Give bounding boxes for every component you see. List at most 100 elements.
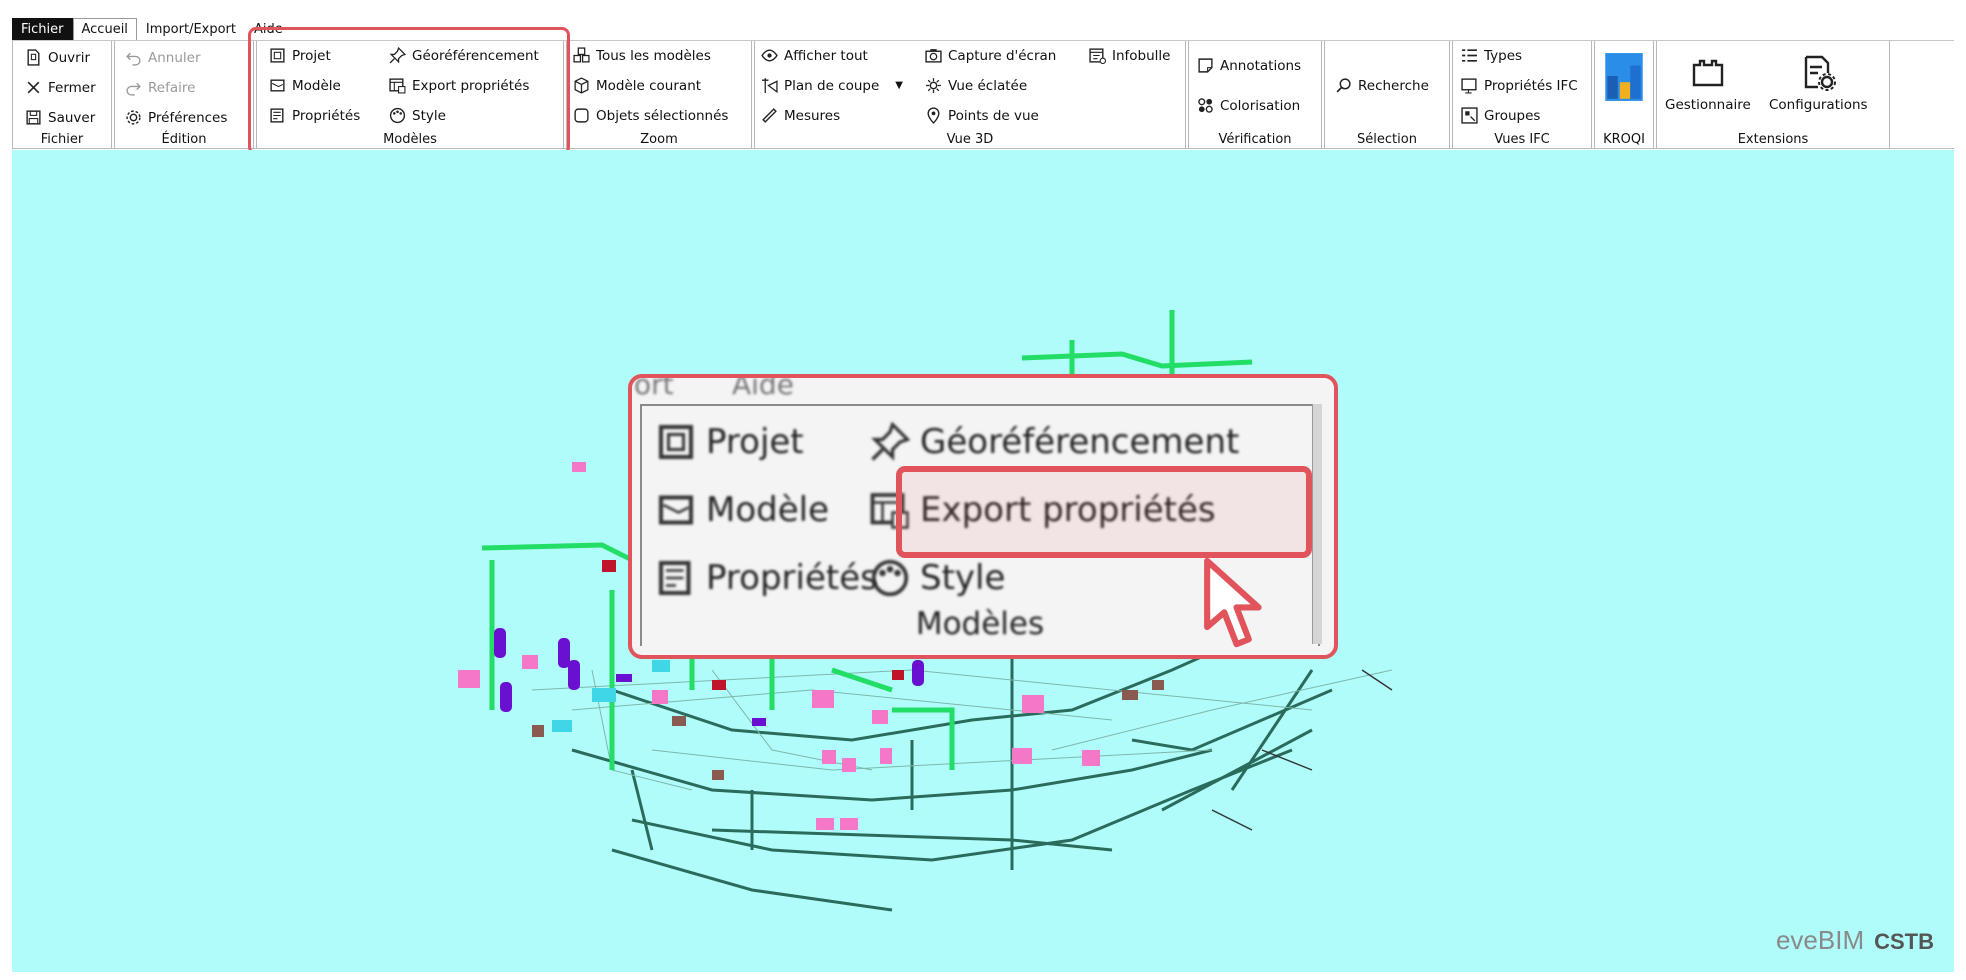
types-label: Types: [1484, 47, 1523, 64]
close-icon: [25, 79, 42, 96]
group-label-fichier: Fichier: [40, 132, 84, 147]
zoom-model-label: Modèle: [706, 490, 830, 530]
zoom-all-models-label: Tous les modèles: [596, 47, 711, 64]
save-label: Sauver: [48, 109, 96, 126]
zoom-properties-label: Propriétés: [706, 558, 878, 598]
screenshot-button[interactable]: Capture d'écran: [925, 47, 1056, 64]
zoom-export-properties-label: Export propriétés: [920, 490, 1216, 530]
viewpoints-label: Points de vue: [948, 107, 1039, 124]
export-properties-label: Export propriétés: [412, 77, 530, 94]
group-extensions: Gestionnaire Configurations Extensions: [1656, 41, 1890, 149]
kroqi-button[interactable]: [1603, 51, 1645, 109]
group-modeles: Projet Modèle Propriétés Géoréférencemen…: [256, 41, 564, 149]
project-icon: [659, 425, 693, 459]
ifc-properties-button[interactable]: Propriétés IFC: [1461, 77, 1578, 94]
open-button[interactable]: Ouvrir: [25, 49, 90, 66]
zoom-selected-objects-button[interactable]: Objets sélectionnés: [573, 107, 728, 124]
group-label-edition: Édition: [161, 132, 207, 147]
eye-icon: [761, 47, 778, 64]
model-button[interactable]: Modèle: [269, 77, 341, 94]
tooltip-button[interactable]: Infobulle: [1089, 47, 1170, 64]
config-gear-icon: [1805, 55, 1837, 91]
export-properties-highlight-box: [896, 466, 1312, 558]
note-icon: [1197, 57, 1214, 74]
pipe-network-light: [531, 669, 1393, 791]
georeferencing-label: Géoréférencement: [412, 47, 539, 64]
group-label-kroqi: KROQI: [1603, 132, 1645, 147]
open-file-icon: [25, 49, 42, 66]
close-button[interactable]: Fermer: [25, 79, 96, 96]
project-label: Projet: [292, 47, 331, 64]
group-label-extensions: Extensions: [1737, 132, 1809, 147]
gear-icon: [125, 109, 142, 126]
properties-icon: [269, 107, 286, 124]
configurations-label: Configurations: [1769, 97, 1868, 113]
types-button[interactable]: Types: [1461, 47, 1522, 64]
measures-button[interactable]: Mesures: [761, 107, 840, 124]
menu-tab-fichier[interactable]: Fichier: [12, 18, 73, 40]
group-label-zoom: Zoom: [640, 132, 678, 147]
zoom-scrollbar: [1312, 404, 1322, 644]
style-button[interactable]: Style: [389, 107, 446, 124]
export-table-icon: [389, 77, 406, 94]
configurations-button[interactable]: Configurations: [1769, 55, 1868, 113]
zoom-all-models-button[interactable]: Tous les modèles: [573, 47, 711, 64]
palette-icon: [871, 559, 909, 597]
group-fichier: Ouvrir Fermer Sauver Fichier: [12, 41, 112, 149]
groups-button[interactable]: Groupes: [1461, 107, 1540, 124]
group-vue3d: Afficher tout Plan de coupe ▼ Mesures Ca…: [754, 41, 1186, 149]
search-label: Recherche: [1358, 77, 1429, 94]
camera-icon: [925, 47, 942, 64]
cstb-logo: CSTB: [1874, 929, 1934, 954]
undo-button[interactable]: Annuler: [125, 49, 201, 66]
close-label: Fermer: [48, 79, 96, 96]
zoom-current-model-label: Modèle courant: [596, 77, 702, 94]
group-edition: Annuler Refaire Préférences Édition: [114, 41, 254, 149]
preferences-button[interactable]: Préférences: [125, 109, 227, 126]
zoom-current-model-button[interactable]: Modèle courant: [573, 77, 701, 94]
cube-icon: [573, 77, 590, 94]
save-button[interactable]: Sauver: [25, 109, 95, 126]
search-icon: [1335, 77, 1352, 94]
color-dots-icon: [1197, 97, 1214, 114]
exploded-view-button[interactable]: Vue éclatée: [925, 77, 1027, 94]
zoom-tab-aide: Aide: [732, 374, 794, 401]
chevron-down-icon[interactable]: ▼: [895, 80, 903, 91]
project-button[interactable]: Projet: [269, 47, 331, 64]
redo-button[interactable]: Refaire: [125, 79, 195, 96]
list-icon: [1461, 47, 1478, 64]
zoom-georeferencing-label: Géoréférencement: [920, 422, 1240, 462]
group-zoom: Tous les modèles Modèle courant Objets s…: [566, 41, 752, 149]
save-icon: [25, 109, 42, 126]
zoom-tab-import: ort: [634, 374, 674, 401]
undo-icon: [125, 49, 142, 66]
properties-icon: [659, 561, 691, 595]
group-label-vues-ifc: Vues IFC: [1494, 132, 1550, 147]
pin-icon: [871, 422, 910, 461]
section-plane-button[interactable]: Plan de coupe ▼: [761, 77, 903, 94]
group-label-selection: Sélection: [1357, 132, 1417, 147]
show-all-button[interactable]: Afficher tout: [761, 47, 868, 64]
groups-icon: [1461, 107, 1478, 124]
annotations-button[interactable]: Annotations: [1197, 57, 1301, 74]
zoom-selected-objects-label: Objets sélectionnés: [596, 107, 729, 124]
group-label-verification: Vérification: [1218, 132, 1292, 147]
zoom-model-item: Modèle: [656, 490, 829, 530]
georeferencing-button[interactable]: Géoréférencement: [389, 47, 539, 64]
menu-tab-import-export[interactable]: Import/Export: [145, 22, 237, 37]
redo-icon: [125, 79, 142, 96]
manager-button[interactable]: Gestionnaire: [1665, 55, 1751, 113]
viewpoints-button[interactable]: Points de vue: [925, 107, 1039, 124]
zoom-group-label: Modèles: [915, 606, 1045, 642]
colorization-button[interactable]: Colorisation: [1197, 97, 1300, 114]
export-properties-button[interactable]: Export propriétés: [389, 77, 529, 94]
menu-tab-accueil[interactable]: Accueil: [72, 18, 137, 40]
3d-viewport[interactable]: ort Aide Projet Géoréférencement Modèle …: [12, 150, 1954, 972]
search-button[interactable]: Recherche: [1335, 77, 1429, 94]
group-label-modeles: Modèles: [383, 132, 437, 147]
preferences-label: Préférences: [148, 109, 228, 126]
zoom-export-properties-item: Export propriétés: [870, 490, 1216, 530]
ifc-properties-icon: [1461, 77, 1478, 94]
properties-button[interactable]: Propriétés: [269, 107, 360, 124]
zoom-project-label: Projet: [706, 422, 804, 462]
